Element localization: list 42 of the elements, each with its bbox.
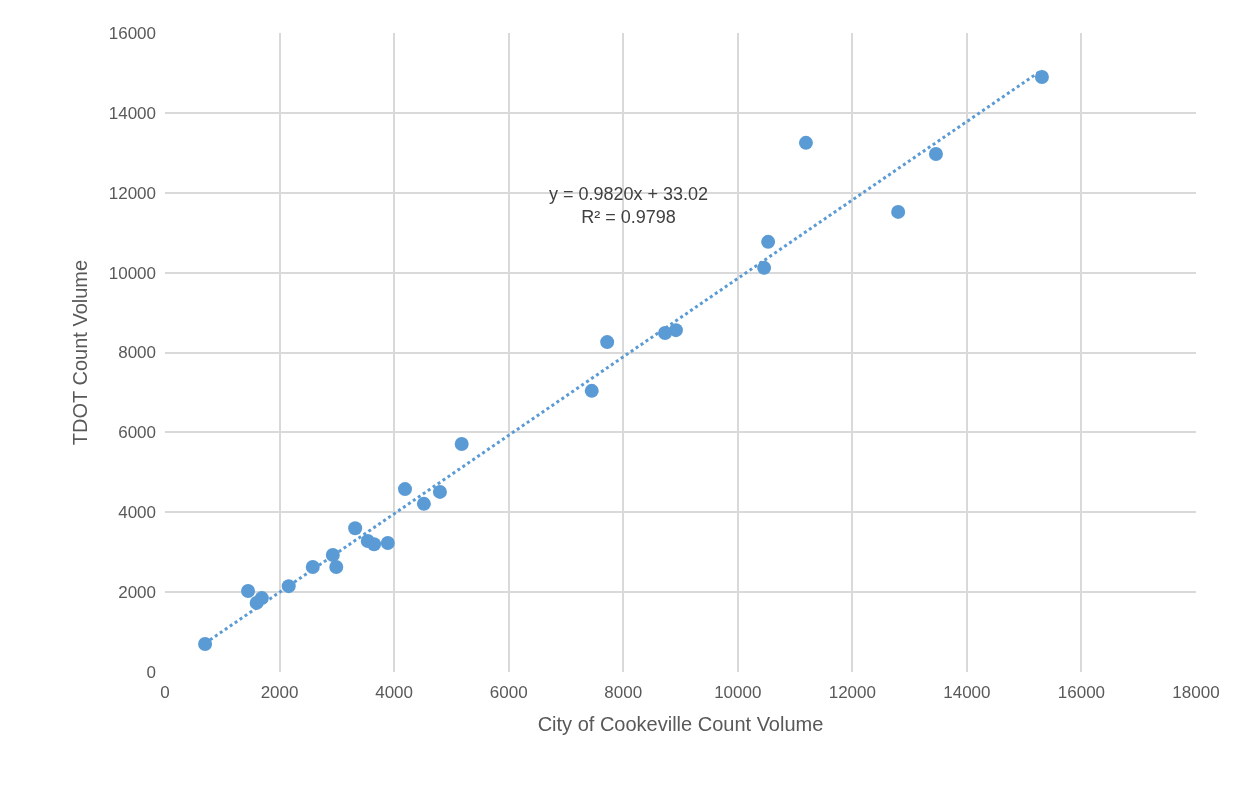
point bbox=[798, 135, 813, 150]
x-tick-label: 18000 bbox=[1172, 683, 1220, 702]
x-tick-label: 6000 bbox=[489, 683, 528, 702]
x-tick-label: 14000 bbox=[943, 683, 991, 702]
x-tick-label: 12000 bbox=[828, 683, 876, 702]
point bbox=[432, 484, 447, 499]
point bbox=[928, 147, 943, 161]
point bbox=[668, 323, 683, 338]
y-tick-label: 12000 bbox=[108, 183, 156, 203]
y-tick-label: 10000 bbox=[108, 263, 156, 283]
point bbox=[584, 383, 599, 398]
y-tick-label: 0 bbox=[146, 662, 156, 682]
point bbox=[329, 559, 344, 574]
x-tick-label: 16000 bbox=[1057, 683, 1106, 702]
x-tick-label: 4000 bbox=[375, 683, 414, 702]
y-tick-label: 8000 bbox=[118, 343, 156, 363]
x-tick-label: 2000 bbox=[260, 683, 299, 702]
point bbox=[198, 637, 213, 652]
point bbox=[398, 482, 412, 497]
y-tick-label: 14000 bbox=[108, 103, 156, 123]
y-tick-label: 6000 bbox=[118, 423, 156, 443]
point bbox=[367, 537, 382, 552]
annotation: y = 0.9820x + 33.02 R² = 0.9798 bbox=[549, 184, 709, 228]
point bbox=[416, 496, 431, 511]
point bbox=[348, 521, 363, 536]
point bbox=[454, 436, 469, 451]
x-axis-title: City of Cookeville Count Volume bbox=[537, 712, 824, 735]
point bbox=[380, 536, 395, 550]
x-tick-label: 10000 bbox=[714, 683, 762, 702]
y-tick-label: 4000 bbox=[118, 503, 156, 523]
point bbox=[600, 335, 615, 350]
y-tick-label: 16000 bbox=[108, 23, 156, 43]
point bbox=[1034, 69, 1049, 84]
x-tick-label: 8000 bbox=[604, 683, 643, 702]
point bbox=[254, 591, 269, 606]
point bbox=[761, 234, 776, 249]
point bbox=[757, 260, 772, 275]
y-tick-label: 2000 bbox=[118, 583, 156, 603]
y-axis-title: TDOT Count Volume bbox=[69, 259, 92, 446]
point bbox=[891, 204, 906, 219]
x-tick-label: 0 bbox=[160, 683, 170, 702]
point bbox=[241, 583, 256, 598]
